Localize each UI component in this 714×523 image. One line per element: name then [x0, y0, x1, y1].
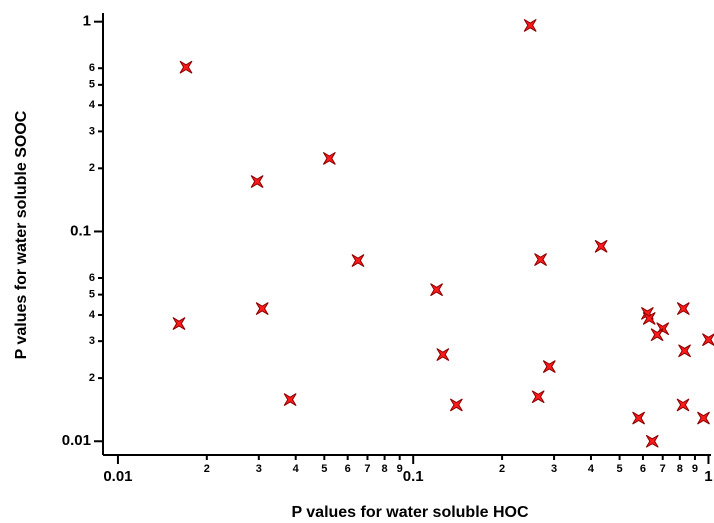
y-tick-label: 4 — [89, 99, 96, 111]
point — [351, 254, 365, 267]
x-tick-label: 5 — [321, 463, 327, 475]
point — [531, 390, 545, 404]
y-tick-label: 3 — [89, 335, 95, 347]
x-tick-label: 7 — [364, 463, 370, 475]
x-tick-label: 6 — [640, 463, 646, 475]
x-tick-label: 0.01 — [103, 468, 132, 485]
point — [322, 151, 336, 165]
y-tick-label: 2 — [89, 372, 95, 384]
x-tick-label: 0.1 — [403, 468, 424, 485]
x-tick-label: 9 — [397, 463, 403, 475]
x-tick-label: 7 — [660, 463, 666, 475]
point — [542, 360, 556, 373]
x-tick-label: 6 — [345, 463, 351, 475]
point — [534, 253, 547, 266]
point — [449, 398, 463, 412]
point — [632, 411, 646, 425]
point — [523, 18, 537, 32]
point — [255, 302, 269, 316]
x-tick-label: 3 — [551, 463, 557, 475]
y-tick-label: 6 — [89, 62, 95, 74]
y-tick-label: 5 — [89, 79, 95, 91]
y-tick-label: 5 — [89, 289, 95, 301]
x-tick-label: 9 — [692, 463, 698, 475]
point — [645, 434, 659, 448]
point — [172, 317, 186, 330]
y-tick-label: 1 — [83, 13, 91, 30]
point — [676, 302, 690, 316]
x-tick-label: 8 — [677, 463, 683, 475]
y-axis-label: P values for water soluble SOOC — [13, 110, 30, 359]
x-tick-label: 2 — [499, 463, 505, 475]
point — [283, 393, 297, 407]
y-tick-label: 4 — [89, 309, 96, 321]
x-axis-label: P values for water soluble HOC — [291, 504, 529, 521]
point — [678, 344, 691, 358]
point — [650, 328, 664, 342]
point — [179, 60, 193, 74]
y-tick-label: 0.1 — [70, 222, 91, 239]
x-tick-label: 4 — [293, 463, 300, 475]
point — [702, 333, 714, 347]
point — [697, 411, 710, 425]
x-tick-label: 4 — [588, 463, 595, 475]
y-tick-label: 3 — [89, 125, 95, 137]
point — [642, 312, 656, 325]
x-tick-label: 3 — [256, 463, 262, 475]
point — [676, 398, 690, 412]
point — [594, 239, 608, 253]
x-tick-label: 1 — [704, 468, 712, 485]
x-tick-label: 8 — [382, 463, 388, 475]
x-tick-label: 2 — [204, 463, 210, 475]
point — [430, 283, 444, 297]
y-tick-label: 0.01 — [62, 432, 91, 449]
point — [436, 348, 450, 361]
y-tick-label: 6 — [89, 272, 95, 284]
y-tick-label: 2 — [89, 162, 95, 174]
point — [250, 175, 264, 188]
x-tick-label: 5 — [617, 463, 623, 475]
